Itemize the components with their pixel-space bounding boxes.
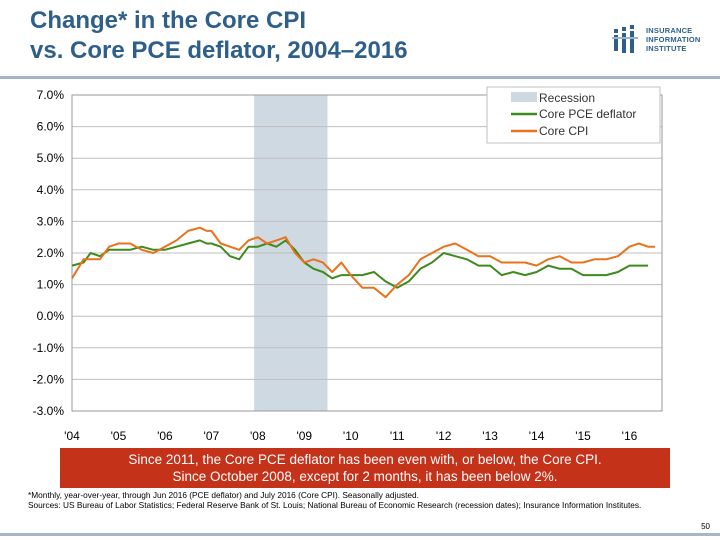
x-tick-label: '14 (529, 429, 545, 443)
y-tick-label: 6.0% (37, 120, 65, 134)
callout-line-1: Since 2011, the Core PCE deflator has be… (128, 452, 602, 467)
x-tick-label: '06 (157, 429, 173, 443)
callout-line-2: Since October 2008, except for 2 months,… (172, 469, 558, 484)
x-tick-label: '05 (111, 429, 127, 443)
sources-text: Sources: US Bureau of Labor Statistics; … (28, 500, 642, 511)
title-line-2: vs. Core PCE deflator, 2004–2016 (30, 37, 408, 64)
footnotes: *Monthly, year-over-year, through Jun 20… (28, 490, 688, 511)
x-tick-label: '10 (343, 429, 359, 443)
x-tick-label: '08 (250, 429, 266, 443)
y-tick-label: 3.0% (37, 214, 65, 228)
x-tick-label: '07 (204, 429, 220, 443)
footer-divider (0, 533, 720, 536)
title-line-1: Change* in the Core CPI (30, 7, 307, 34)
legend-swatch-recession (511, 92, 537, 102)
callout-box: Since 2011, the Core PCE deflator has be… (60, 448, 670, 488)
x-tick-label: '12 (436, 429, 452, 443)
x-tick-label: '04 (64, 429, 80, 443)
y-tick-label: -1.0% (33, 341, 65, 355)
cpi-vs-pce-line-chart: 7.0% 6.0% 5.0% 4.0% 3.0% 2.0% 1.0% 0.0% -1.0% -2.… (33, 86, 663, 443)
x-tick-label: '09 (296, 429, 312, 443)
iii-logo: INSURANCE INFORMATION INSTITUTE (612, 24, 712, 58)
y-tick-label: 0.0% (37, 309, 65, 323)
legend-label-recession: Recession (539, 91, 595, 105)
y-tick-label: 2.0% (37, 246, 65, 260)
page-number: 50 (701, 522, 710, 531)
y-tick-label: 4.0% (37, 183, 65, 197)
logo-line-2: INFORMATION (646, 35, 701, 44)
legend-label-series: Core PCE deflator (539, 107, 636, 121)
y-tick-label: 5.0% (37, 151, 65, 165)
plot-frame (71, 94, 663, 412)
header-divider (0, 76, 720, 79)
page-title: Change* in the Core CPI vs. Core PCE def… (30, 6, 590, 66)
y-tick-label: 7.0% (37, 88, 65, 102)
legend-label-series: Core CPI (539, 124, 588, 138)
y-tick-label: -3.0% (33, 404, 65, 418)
iii-logo-icon (612, 25, 638, 53)
x-tick-label: '13 (482, 429, 498, 443)
series-line-core-cpi (71, 226, 655, 299)
x-tick-label: '11 (390, 429, 405, 443)
logo-line-1: INSURANCE (646, 26, 693, 35)
y-tick-label: 1.0% (37, 278, 65, 292)
logo-line-3: INSTITUTE (646, 44, 687, 53)
footnote-text: *Monthly, year-over-year, through Jun 20… (28, 490, 419, 500)
x-tick-label: '16 (622, 429, 638, 443)
logo-wordmark: INSURANCE INFORMATION INSTITUTE (646, 26, 701, 53)
x-tick-label: '15 (575, 429, 591, 443)
series-line-core-pce-deflator (71, 239, 649, 289)
y-tick-label: -2.0% (33, 372, 65, 386)
